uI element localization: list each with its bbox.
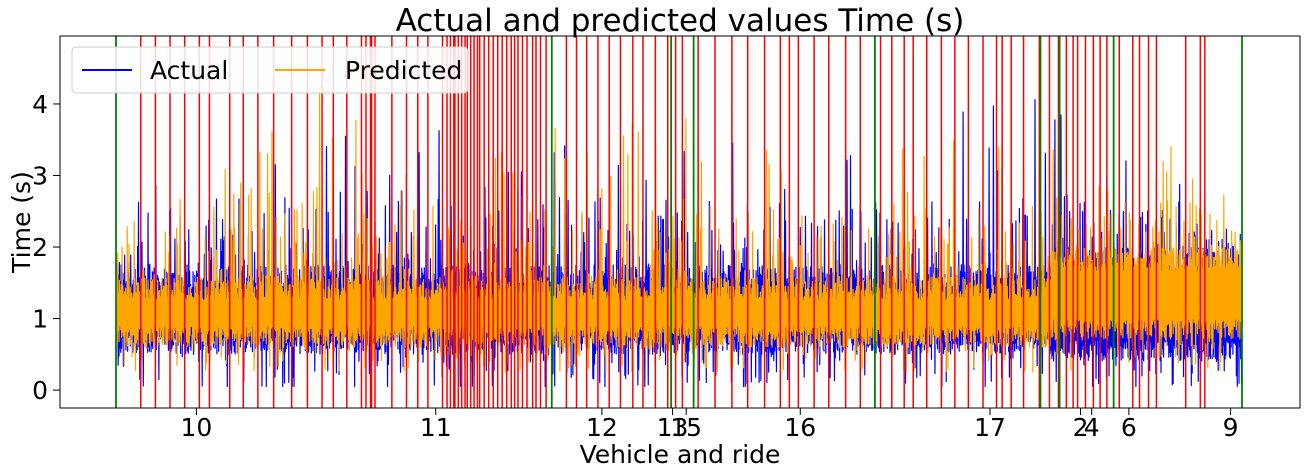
y-tick-label: 3	[32, 162, 48, 191]
x-tick-label: 9	[1223, 413, 1239, 442]
series-layer	[115, 90, 1243, 388]
y-tick-label: 2	[32, 233, 48, 262]
x-tick-label: 4	[1084, 413, 1100, 442]
plot-area	[59, 35, 1301, 409]
legend-box	[71, 46, 469, 94]
x-tick-label: 2	[1073, 413, 1089, 442]
series-line-predicted	[115, 90, 1243, 373]
legend: Actual Predicted	[71, 46, 469, 94]
y-tick-label: 0	[32, 376, 48, 405]
x-tick-label: 15	[670, 413, 702, 442]
legend-label-predicted: Predicted	[345, 56, 462, 85]
x-tick-label: 13	[657, 413, 689, 442]
plot-frame	[59, 35, 1301, 409]
y-tick-label: 1	[32, 305, 48, 334]
y-axis-label: Time (s)	[7, 171, 36, 274]
x-tick-label: 12	[586, 413, 618, 442]
x-tick-label: 17	[974, 413, 1006, 442]
boundary-layer	[115, 36, 1243, 408]
y-axis: 0 1 2 3 4	[32, 90, 60, 405]
x-tick-label: 6	[1121, 413, 1137, 442]
chart-title: Actual and predicted values Time (s)	[396, 3, 965, 39]
y-tick-label: 4	[32, 90, 48, 119]
legend-label-actual: Actual	[150, 56, 228, 85]
x-axis-label: Vehicle and ride	[580, 440, 781, 469]
x-tick-label: 10	[180, 413, 212, 442]
x-tick-label: 16	[784, 413, 816, 442]
x-tick-label: 11	[420, 413, 452, 442]
